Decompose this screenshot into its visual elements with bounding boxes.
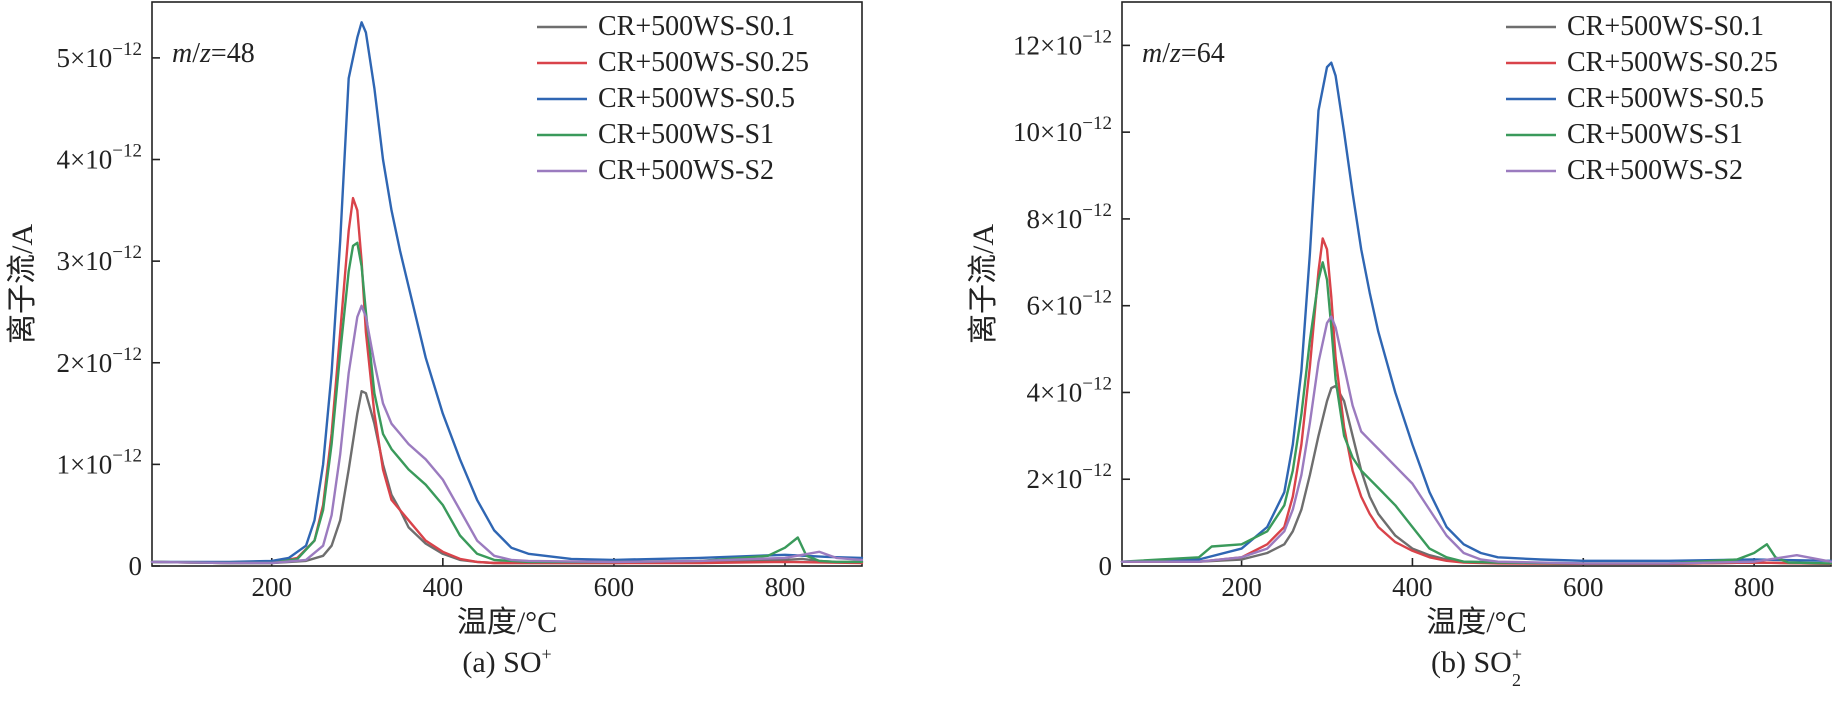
chart-panel-0: 200 400 600 800 0 1×10−12 2×10−12 3×10−12 4×10−1… — [6, 1, 864, 679]
series-line-CR+500WS-S0.1 — [1120, 384, 1832, 565]
y-tick-label: 2×10−12 — [1027, 460, 1112, 494]
series-line-CR+500WS-S0.25 — [1120, 237, 1832, 565]
y-tick-label: 5×10−12 — [57, 39, 142, 73]
legend-entry: CR+500WS-S1 — [1567, 119, 1743, 150]
x-axis-title: 温度/°C — [1426, 606, 1526, 639]
y-tick-label: 8×10−12 — [1027, 200, 1112, 234]
series-line-CR+500WS-S1 — [150, 241, 864, 565]
series-line-CR+500WS-S2 — [150, 304, 864, 565]
legend-entry: CR+500WS-S0.25 — [598, 47, 809, 78]
series-line-CR+500WS-S2 — [1120, 315, 1832, 565]
legend-entry: CR+500WS-S0.5 — [1567, 83, 1764, 114]
series-line-CR+500WS-S1 — [1120, 261, 1832, 565]
plot-frame — [151, 1, 863, 567]
series-line-CR+500WS-S0.5 — [1120, 61, 1832, 563]
legend-entry: CR+500WS-S1 — [598, 119, 774, 150]
legend-entry: CR+500WS-S0.25 — [1567, 47, 1778, 78]
y-tick-label: 4×10−12 — [1027, 373, 1112, 407]
x-tick-label: 200 — [252, 572, 293, 602]
x-tick-label: 600 — [1563, 572, 1604, 602]
y-tick-label: 0 — [129, 551, 143, 581]
y-tick-label: 3×10−12 — [57, 242, 142, 276]
y-tick-label: 12×10−12 — [1013, 26, 1112, 60]
y-tick-label: 0 — [1099, 551, 1113, 581]
mz-annotation: m/z=48 — [172, 38, 255, 69]
y-tick-label: 6×10−12 — [1027, 287, 1112, 321]
legend-entry: CR+500WS-S0.5 — [598, 83, 795, 114]
y-axis-title: 离子流/A — [6, 224, 39, 344]
legend-entry: CR+500WS-S0.1 — [1567, 11, 1764, 42]
mz-annotation: m/z=64 — [1142, 38, 1225, 69]
x-tick-label: 400 — [423, 572, 464, 602]
series-line-CR+500WS-S0.5 — [150, 21, 864, 564]
y-tick-label: 4×10−12 — [57, 141, 142, 175]
chart-panel-1: 200 400 600 800 0 2×10−12 4×10−12 6×10−12 8×10−1… — [967, 1, 1832, 690]
x-tick-label: 400 — [1392, 572, 1433, 602]
panel-caption: (a) SO+ — [462, 644, 551, 679]
plot-frame — [1121, 1, 1832, 567]
x-axis-title: 温度/°C — [457, 606, 557, 639]
x-tick-label: 800 — [1734, 572, 1775, 602]
y-tick-label: 2×10−12 — [57, 344, 142, 378]
legend-entry: CR+500WS-S2 — [598, 155, 774, 186]
series-line-CR+500WS-S0.25 — [150, 196, 864, 565]
panel-caption: (b) SO+ 2 — [1431, 644, 1522, 690]
legend-entry: CR+500WS-S2 — [1567, 155, 1743, 186]
x-tick-label: 600 — [594, 572, 635, 602]
series-line-CR+500WS-S0.1 — [150, 390, 864, 565]
x-tick-label: 800 — [765, 572, 806, 602]
x-tick-label: 200 — [1221, 572, 1262, 602]
y-tick-label: 10×10−12 — [1013, 113, 1112, 147]
y-tick-label: 1×10−12 — [57, 445, 142, 479]
y-axis-title: 离子流/A — [967, 224, 1000, 344]
legend-entry: CR+500WS-S0.1 — [598, 11, 795, 42]
